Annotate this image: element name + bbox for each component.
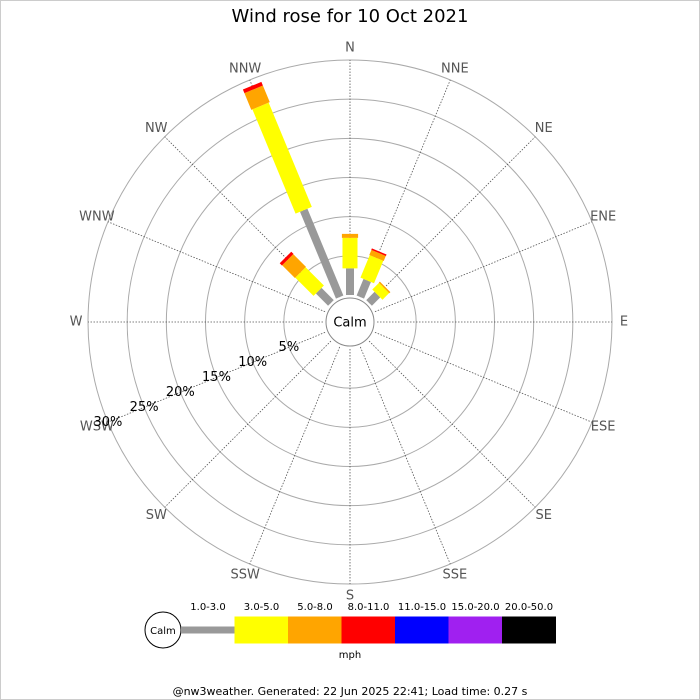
legend-units: mph (339, 650, 361, 661)
r-tick-label: 15% (202, 370, 231, 385)
wind-bar (282, 254, 306, 278)
r-tick-label: 5% (279, 340, 300, 355)
legend-swatch (502, 616, 556, 644)
legend-label: 15.0-20.0 (451, 602, 499, 613)
legend-swatch (448, 616, 503, 644)
direction-label: S (346, 589, 354, 604)
chart-title: Wind rose for 10 Oct 2021 (232, 6, 469, 27)
spoke (374, 221, 593, 313)
calm-label: Calm (333, 316, 366, 331)
wind-bar (378, 281, 391, 294)
wind-bar (299, 208, 344, 299)
legend-label: 8.0-11.0 (348, 602, 390, 613)
legend-label: 11.0-15.0 (398, 602, 446, 613)
legend-swatch (234, 616, 289, 644)
wind-bar (369, 249, 386, 261)
direction-label: SW (146, 508, 167, 523)
wind-bar (244, 85, 270, 110)
direction-label: W (70, 315, 83, 330)
wind-bar (371, 248, 387, 256)
direction-label: NW (145, 121, 168, 136)
r-tick-label: 25% (130, 400, 159, 415)
spoke (368, 136, 536, 304)
spoke (164, 340, 332, 508)
spoke (107, 221, 326, 313)
direction-label: E (620, 315, 628, 330)
calm-circle (325, 297, 375, 347)
r-tick-label: 20% (166, 385, 195, 400)
legend-label: 5.0-8.0 (297, 602, 332, 613)
wind-bar (366, 291, 381, 306)
direction-label: SE (536, 508, 552, 523)
direction-label: WSW (80, 419, 114, 434)
spoke (107, 331, 326, 423)
legend-label: 3.0-5.0 (244, 602, 279, 613)
wind-bar (252, 102, 312, 214)
wind-bar (279, 251, 294, 266)
direction-label: ESE (591, 419, 616, 434)
wind-bar (242, 81, 263, 94)
spoke (368, 340, 536, 508)
r-tick-label: 30% (93, 415, 122, 430)
legend-swatch (181, 626, 235, 634)
legend-label: 20.0-50.0 (505, 602, 553, 613)
wind-bar (295, 267, 324, 296)
legend-label: 1.0-3.0 (190, 602, 225, 613)
r-tick-label: 10% (238, 355, 267, 370)
spoke (374, 331, 593, 423)
spoke (359, 346, 451, 565)
spoke (249, 346, 341, 565)
direction-label: ENE (590, 210, 616, 225)
wind-bar (372, 282, 390, 300)
direction-label: SSE (442, 568, 467, 583)
legend-swatch (395, 616, 449, 644)
wind-bar (315, 287, 334, 306)
legend-swatch (341, 616, 396, 644)
direction-label: SSW (230, 568, 260, 583)
direction-label: N (345, 41, 355, 56)
direction-label: WNW (79, 210, 115, 225)
legend-swatch (288, 616, 342, 644)
direction-label: NNE (441, 61, 469, 76)
wind-bar (356, 278, 371, 299)
wind-bar (360, 255, 384, 284)
direction-label: NNW (229, 61, 261, 76)
direction-label: NE (535, 121, 553, 136)
legend-calm-label: Calm (150, 626, 176, 637)
footer: @nw3weather. Generated: 22 Jun 2025 22:4… (173, 685, 528, 698)
